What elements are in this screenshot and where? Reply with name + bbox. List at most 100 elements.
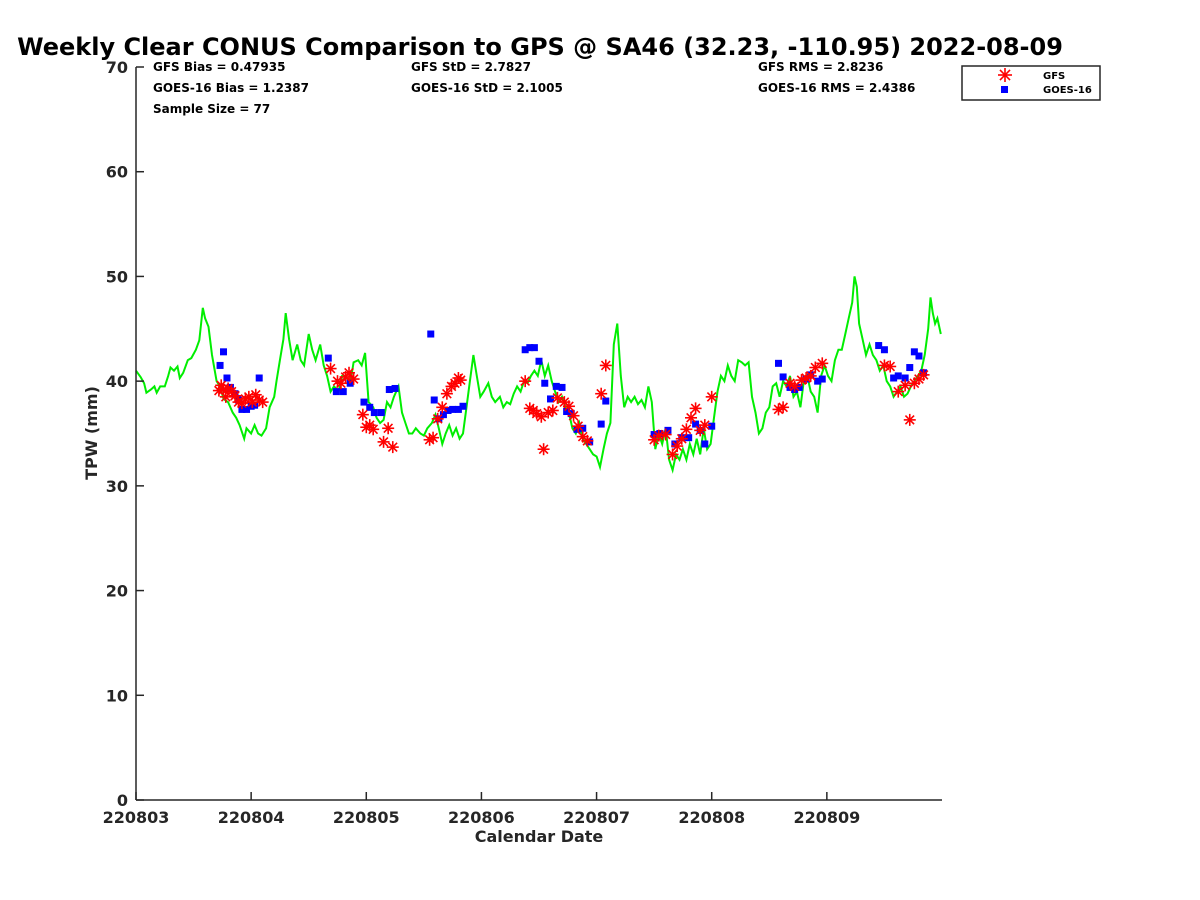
y-tick-label: 20 <box>106 582 128 601</box>
gfs-point <box>599 359 612 372</box>
goes-16-point <box>535 357 543 365</box>
goes-16-point <box>880 346 888 354</box>
goes-16-point <box>339 388 347 396</box>
gfs-point <box>698 419 711 432</box>
legend-gfs-asterisk <box>998 68 1012 82</box>
gfs-point <box>666 448 679 461</box>
x-tick-label: 220803 <box>103 808 170 827</box>
x-tick-label: 220805 <box>333 808 400 827</box>
goes-16-point <box>915 352 923 360</box>
goes-16-point <box>573 425 581 433</box>
gfs-point <box>427 431 440 444</box>
sample-size-text: Sample Size = 77 <box>153 102 270 116</box>
legend-goes-marker <box>1001 86 1008 93</box>
gfs-point <box>535 410 548 423</box>
goes-16-point <box>459 402 467 410</box>
gfs-point <box>356 408 369 421</box>
gfs-point <box>567 409 580 422</box>
goes-16-point <box>906 364 914 372</box>
goes-16-point <box>360 398 368 406</box>
gfs-rms-text: GFS RMS = 2.8236 <box>758 60 883 74</box>
x-tick-label: 220808 <box>678 808 745 827</box>
goes-16-point <box>366 403 374 411</box>
goes-16-point <box>692 420 700 428</box>
gfs-point <box>777 401 790 414</box>
goes-16-point <box>243 405 251 413</box>
plot-background <box>136 67 942 800</box>
gfs-point <box>581 434 594 447</box>
gfs-point <box>705 390 718 403</box>
series-layer <box>135 276 942 474</box>
gfs-point <box>347 373 360 386</box>
goes-rms-text: GOES-16 RMS = 2.4386 <box>758 81 915 95</box>
gfs-point <box>809 361 822 374</box>
gfs-point <box>519 375 532 388</box>
gfs-point <box>334 377 347 390</box>
goes-16-point <box>439 411 447 419</box>
goes-16-point <box>430 396 438 404</box>
gfs-point <box>689 402 702 415</box>
goes-16-point <box>223 374 231 382</box>
goes-16-point <box>875 342 883 350</box>
gps-series-line <box>135 276 942 474</box>
goes-16-point <box>370 409 378 417</box>
x-axis-label: Calendar Date <box>475 827 604 846</box>
goes-16-point <box>454 405 462 413</box>
x-tick-label: 220804 <box>218 808 285 827</box>
goes-16-point <box>685 434 693 442</box>
goes-16-point <box>226 383 234 391</box>
gfs-bias-text: GFS Bias = 0.47935 <box>153 60 285 74</box>
goes-16-point <box>521 346 529 354</box>
gfs-point <box>440 387 453 400</box>
gfs-point <box>431 412 444 425</box>
goes-16-point <box>779 373 787 381</box>
gfs-point <box>659 428 672 441</box>
goes-16-point <box>552 382 560 390</box>
goes-16-point <box>541 379 549 387</box>
goes-16-point <box>391 384 399 392</box>
goes-16-point <box>385 386 393 394</box>
gfs-point <box>367 423 380 436</box>
y-tick-label: 30 <box>106 477 128 496</box>
y-tick-label: 70 <box>106 58 128 77</box>
gfs-point <box>903 413 916 426</box>
gfs-point <box>386 441 399 454</box>
x-tick-label: 220807 <box>563 808 630 827</box>
x-tick-label: 220806 <box>448 808 515 827</box>
goes-16-point <box>558 383 566 391</box>
gfs-point <box>436 401 449 414</box>
gfs-point <box>899 379 912 392</box>
stats-annotations: GFS Bias = 0.47935 GOES-16 Bias = 1.2387… <box>153 60 915 116</box>
gfs-point <box>684 411 697 424</box>
goes-16-point <box>818 375 826 383</box>
legend-gfs-label: GFS <box>1043 71 1065 82</box>
goes-16-point <box>795 383 803 391</box>
y-tick-label: 60 <box>106 163 128 182</box>
x-tick-label: 220809 <box>793 808 860 827</box>
goes-16-point <box>547 395 555 403</box>
y-tick-label: 40 <box>106 372 128 391</box>
goes-16-point <box>220 348 228 356</box>
gfs-point <box>546 404 559 417</box>
goes-16-point <box>701 440 709 448</box>
goes-16-point <box>602 397 610 405</box>
plot-area <box>136 67 942 800</box>
goes-16-point <box>427 330 435 338</box>
goes-16-point <box>255 374 263 382</box>
gfs-point <box>804 369 817 382</box>
goes-16-point <box>216 361 224 369</box>
goes-16-point <box>708 422 716 430</box>
gfs-point <box>454 374 467 387</box>
gfs-std-text: GFS StD = 2.7827 <box>411 60 531 74</box>
goes-16-point <box>444 406 452 414</box>
goes-16-point <box>814 377 822 385</box>
y-tick-label: 0 <box>117 791 128 810</box>
goes-16-point <box>664 426 672 434</box>
goes-16-point <box>910 348 918 356</box>
goes-16-point <box>597 420 605 428</box>
ticks: 220803 220804 220805 220806 220807 220808 2208… <box>103 58 861 827</box>
goes-16-point <box>526 344 534 352</box>
gfs-point <box>256 396 269 409</box>
y-axis-label: TPW (mm) <box>82 386 101 480</box>
gfs-point <box>671 440 684 453</box>
